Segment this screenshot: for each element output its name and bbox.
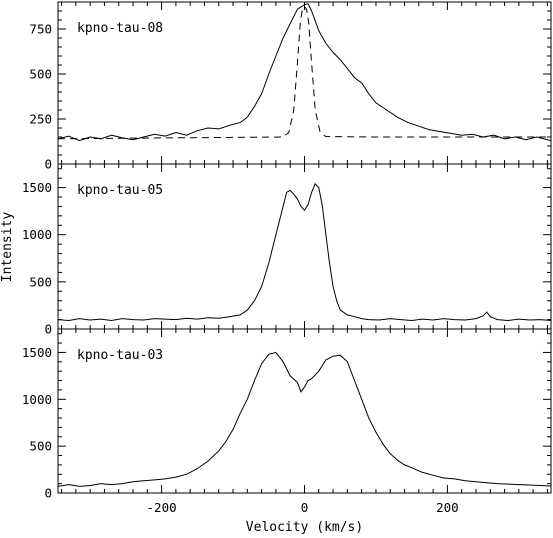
y-tick-label: 500	[29, 439, 52, 454]
y-tick-label: 1000	[22, 392, 52, 407]
x-tick-label: 0	[301, 500, 309, 515]
series-line	[57, 351, 552, 487]
x-axis-title: Velocity (km/s)	[246, 520, 363, 535]
series-line	[57, 182, 552, 322]
series-line	[57, 3, 552, 142]
y-tick-label: 500	[29, 67, 52, 82]
y-tick-label: 1000	[22, 227, 52, 242]
panel-1: 0 250 500 750 kpno-tau-08	[29, 1, 552, 172]
panel-label: kpno-tau-03	[77, 348, 163, 363]
y-tick-label: 0	[44, 486, 52, 501]
y-tick-label: 250	[29, 112, 52, 127]
panel-3: 0 500 1000 1500 kpno-tau-03	[22, 328, 552, 501]
x-tick-label: 200	[436, 500, 459, 515]
panel-2: 0 500 1000 1500 kpno-tau-05	[22, 163, 552, 337]
y-tick-label: 500	[29, 274, 52, 289]
y-tick-label: 0	[44, 157, 52, 172]
panel-label: kpno-tau-08	[77, 21, 163, 36]
y-tick-label: 750	[29, 22, 52, 37]
panel-label: kpno-tau-05	[77, 183, 163, 198]
y-axis-title: Intensity	[0, 212, 15, 283]
y-tick-label: 0	[44, 322, 52, 337]
x-tick-label: -200	[147, 500, 177, 515]
y-tick-label: 1500	[22, 345, 52, 360]
dashed-series-line	[57, 5, 551, 140]
y-tick-label: 1500	[22, 180, 52, 195]
